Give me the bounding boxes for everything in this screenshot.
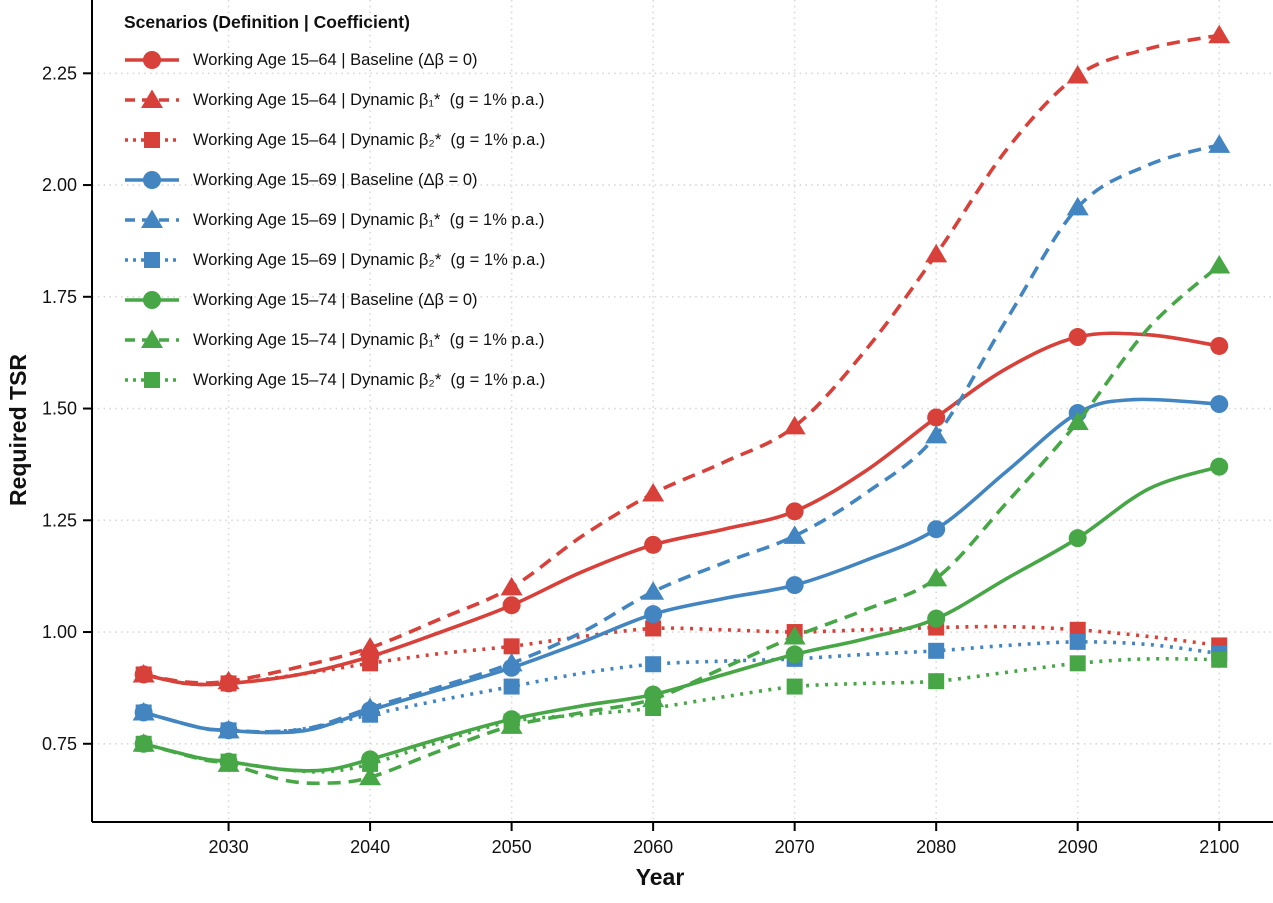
tick-labels: 0.75 1.00 1.25 1.50 1.75 2.00 2.25 2030 2040 2050… bbox=[42, 63, 1239, 857]
y-tick-label: 1.00 bbox=[42, 622, 77, 642]
legend-item-7: Working Age 15–74 | Dynamic β₁* (g = 1% … bbox=[124, 320, 545, 360]
legend-item-label: Working Age 15–64 | Dynamic β₁* (g = 1% … bbox=[193, 90, 545, 109]
legend-title: Scenarios (Definition | Coefficient) bbox=[124, 12, 410, 32]
y-tick-label: 1.50 bbox=[42, 399, 77, 419]
x-tick-label: 2040 bbox=[350, 837, 390, 857]
square-dotted-legend-key-icon bbox=[125, 372, 179, 388]
series-6 bbox=[134, 457, 1229, 773]
legend-item-2: Working Age 15–64 | Dynamic β₂* (g = 1% … bbox=[124, 120, 545, 160]
axes bbox=[83, 0, 1273, 831]
data-series bbox=[132, 24, 1231, 786]
triangle-dashed-legend-key-icon bbox=[125, 209, 179, 228]
legend-item-label: Working Age 15–64 | Baseline (Δβ = 0) bbox=[193, 50, 478, 69]
y-axis-title: Required TSR bbox=[5, 354, 31, 506]
legend-item-label: Working Age 15–69 | Baseline (Δβ = 0) bbox=[193, 170, 478, 189]
series-2 bbox=[135, 619, 1228, 692]
x-tick-label: 2030 bbox=[209, 837, 249, 857]
square-dotted-legend-key-icon bbox=[125, 132, 179, 148]
circle-solid-legend-key-icon bbox=[125, 291, 179, 309]
triangle-dashed-legend-key-icon bbox=[125, 89, 179, 108]
x-tick-label: 2070 bbox=[775, 837, 815, 857]
legend-item-4: Working Age 15–69 | Dynamic β₁* (g = 1% … bbox=[124, 200, 545, 240]
legend-item-8: Working Age 15–74 | Dynamic β₂* (g = 1% … bbox=[124, 360, 545, 400]
y-tick-label: 1.25 bbox=[42, 510, 77, 530]
x-axis-title: Year bbox=[636, 864, 685, 890]
square-dotted-legend-key-icon bbox=[125, 252, 179, 268]
legend-item-label: Working Age 15–74 | Baseline (Δβ = 0) bbox=[193, 290, 478, 309]
legend-item-label: Working Age 15–64 | Dynamic β₂* (g = 1% … bbox=[193, 130, 546, 149]
legend-item-0: Working Age 15–64 | Baseline (Δβ = 0) bbox=[124, 40, 545, 80]
x-tick-label: 2050 bbox=[492, 837, 532, 857]
legend-item-1: Working Age 15–64 | Dynamic β₁* (g = 1% … bbox=[124, 80, 545, 120]
x-tick-label: 2080 bbox=[916, 837, 956, 857]
y-tick-label: 1.75 bbox=[42, 287, 77, 307]
triangle-dashed-legend-key-icon bbox=[125, 329, 179, 348]
legend-item-label: Working Age 15–74 | Dynamic β₂* (g = 1% … bbox=[193, 370, 546, 389]
circle-solid-legend-key-icon bbox=[125, 51, 179, 69]
legend-item-label: Working Age 15–69 | Dynamic β₁* (g = 1% … bbox=[193, 210, 545, 229]
circle-solid-legend-key-icon bbox=[125, 171, 179, 189]
legend-item-6: Working Age 15–74 | Baseline (Δβ = 0) bbox=[124, 280, 545, 320]
series-8 bbox=[135, 651, 1228, 774]
y-tick-label: 2.25 bbox=[42, 63, 77, 83]
y-tick-label: 2.00 bbox=[42, 175, 77, 195]
y-tick-label: 0.75 bbox=[42, 734, 77, 754]
chart-legend: Scenarios (Definition | Coefficient) Wor… bbox=[124, 12, 545, 400]
legend-item-3: Working Age 15–69 | Baseline (Δβ = 0) bbox=[124, 160, 545, 200]
x-tick-label: 2090 bbox=[1058, 837, 1098, 857]
legend-item-label: Working Age 15–69 | Dynamic β₂* (g = 1% … bbox=[193, 250, 546, 269]
x-tick-label: 2100 bbox=[1199, 837, 1239, 857]
x-tick-label: 2060 bbox=[633, 837, 673, 857]
legend-item-5: Working Age 15–69 | Dynamic β₂* (g = 1% … bbox=[124, 240, 545, 280]
legend-item-label: Working Age 15–74 | Dynamic β₁* (g = 1% … bbox=[193, 330, 545, 349]
